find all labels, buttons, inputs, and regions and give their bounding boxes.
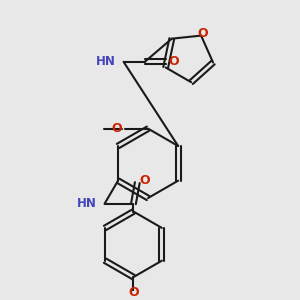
Text: O: O [111,122,122,135]
Text: O: O [198,27,208,40]
Text: O: O [168,55,179,68]
Text: HN: HN [96,55,116,68]
Text: O: O [128,286,139,299]
Text: O: O [140,174,150,187]
Text: HN: HN [77,197,97,210]
